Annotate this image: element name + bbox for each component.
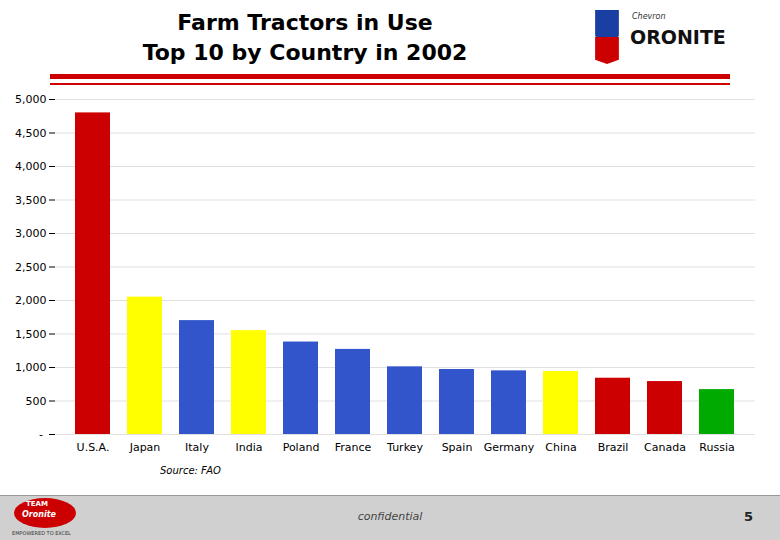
svg-text:France: France [335, 441, 372, 454]
html-text:Oronite: Oronite [22, 510, 56, 519]
svg-text:3,500: 3,500 [15, 194, 47, 207]
svg-text:2,000: 2,000 [15, 294, 47, 307]
svg-text:1,500: 1,500 [15, 328, 47, 341]
svg-text:1,000: 1,000 [15, 361, 47, 374]
svg-text:Russia: Russia [699, 441, 734, 454]
svg-text:China: China [545, 441, 576, 454]
html-text:5: 5 [744, 509, 753, 524]
html-text:EMPOWERED TO EXCEL: EMPOWERED TO EXCEL [12, 530, 71, 536]
svg-text:4,000: 4,000 [15, 160, 47, 173]
svg-text:Poland: Poland [283, 441, 320, 454]
svg-text:India: India [236, 441, 263, 454]
svg-text:3,000: 3,000 [15, 227, 47, 240]
html-text:confidential: confidential [357, 510, 423, 523]
svg-text:-: - [36, 428, 47, 441]
svg-text:Brazil: Brazil [598, 441, 629, 454]
svg-text:Spain: Spain [442, 441, 473, 454]
svg-text:Turkey: Turkey [386, 441, 423, 454]
html-text:Top 10 by Country in 2002: Top 10 by Country in 2002 [142, 40, 468, 65]
svg-text:500: 500 [26, 395, 47, 408]
svg-text:2,500: 2,500 [15, 261, 47, 274]
svg-text:Italy: Italy [185, 441, 209, 454]
svg-text:5,000: 5,000 [15, 93, 47, 106]
svg-text:4,500: 4,500 [15, 127, 47, 140]
svg-text:Japan: Japan [129, 441, 161, 454]
html-text:Farm Tractors in Use: Farm Tractors in Use [177, 10, 433, 35]
html-text:Source: FAO: Source: FAO [160, 465, 221, 476]
html-text:ORONITE: ORONITE [630, 26, 726, 48]
html-text:Chevron: Chevron [632, 12, 666, 21]
svg-text:U.S.A.: U.S.A. [77, 441, 110, 454]
html-text:TEAM: TEAM [26, 500, 48, 508]
svg-text:Germany: Germany [484, 441, 535, 454]
svg-text:Canada: Canada [644, 441, 686, 454]
